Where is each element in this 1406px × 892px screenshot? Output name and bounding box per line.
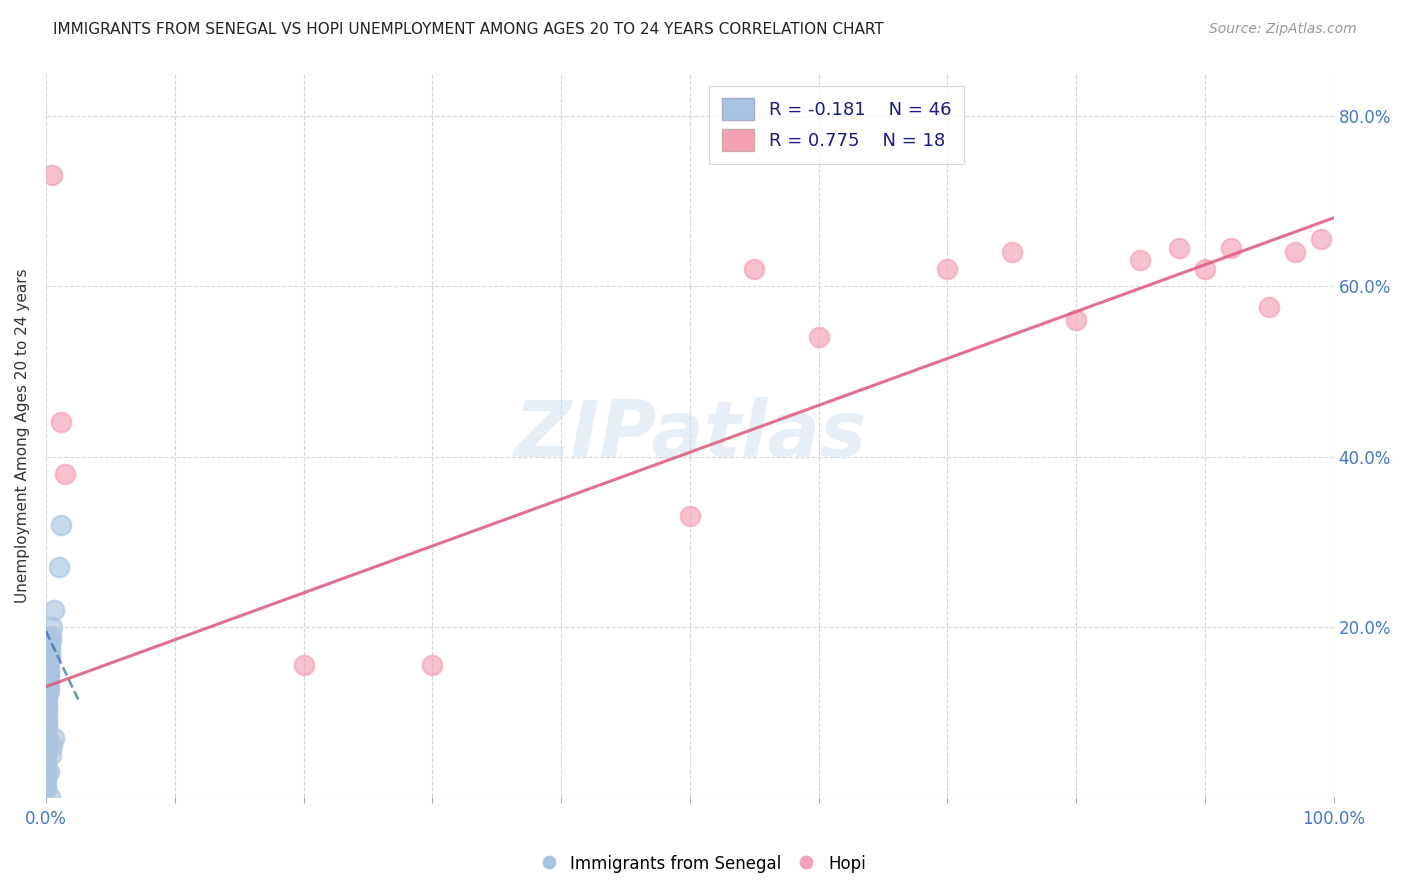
Point xyxy=(38,649,60,664)
Point xyxy=(35,752,58,766)
Legend: R = -0.181    N = 46, R = 0.775    N = 18: R = -0.181 N = 46, R = 0.775 N = 18 xyxy=(710,86,965,164)
Point xyxy=(48,560,70,574)
Point xyxy=(1001,244,1024,259)
Text: IMMIGRANTS FROM SENEGAL VS HOPI UNEMPLOYMENT AMONG AGES 20 TO 24 YEARS CORRELATI: IMMIGRANTS FROM SENEGAL VS HOPI UNEMPLOY… xyxy=(53,22,884,37)
Point xyxy=(35,769,58,783)
Point xyxy=(39,628,62,642)
Point xyxy=(1129,253,1152,268)
Point xyxy=(35,764,58,779)
Point xyxy=(37,714,59,728)
Point xyxy=(42,731,65,745)
Point xyxy=(936,262,959,277)
Point xyxy=(39,632,62,647)
Point xyxy=(37,735,59,749)
Point xyxy=(1168,241,1191,255)
Point xyxy=(37,718,59,732)
Point xyxy=(38,790,60,805)
Point xyxy=(35,781,58,796)
Point xyxy=(37,723,59,737)
Point xyxy=(35,756,58,771)
Point xyxy=(35,773,58,788)
Point xyxy=(37,688,59,702)
Point xyxy=(37,692,59,706)
Point xyxy=(38,654,60,668)
Point xyxy=(1219,241,1241,255)
Point xyxy=(679,509,702,524)
Point xyxy=(38,663,60,677)
Point xyxy=(37,705,59,719)
Point xyxy=(1194,262,1216,277)
Point xyxy=(1309,232,1331,246)
Point xyxy=(38,764,60,779)
Point xyxy=(41,739,63,754)
Point xyxy=(38,671,60,685)
Point xyxy=(38,680,60,694)
Point xyxy=(292,658,315,673)
Point xyxy=(37,697,59,711)
Point xyxy=(35,778,58,792)
Point xyxy=(35,761,58,775)
Point xyxy=(41,168,63,182)
Point xyxy=(38,637,60,651)
Point xyxy=(1064,313,1087,327)
Point xyxy=(38,641,60,656)
Point xyxy=(51,517,73,532)
Point xyxy=(35,743,58,757)
Point xyxy=(38,658,60,673)
Point xyxy=(35,747,58,762)
Text: Source: ZipAtlas.com: Source: ZipAtlas.com xyxy=(1209,22,1357,37)
Point xyxy=(1284,244,1306,259)
Point xyxy=(53,467,76,481)
Point xyxy=(37,709,59,723)
Legend: Immigrants from Senegal, Hopi: Immigrants from Senegal, Hopi xyxy=(533,848,873,880)
Point xyxy=(42,603,65,617)
Point xyxy=(37,701,59,715)
Point xyxy=(38,646,60,660)
Point xyxy=(38,675,60,690)
Text: ZIPatlas: ZIPatlas xyxy=(513,397,866,474)
Point xyxy=(37,739,59,754)
Point xyxy=(37,731,59,745)
Point xyxy=(1258,301,1281,315)
Point xyxy=(51,416,73,430)
Y-axis label: Unemployment Among Ages 20 to 24 years: Unemployment Among Ages 20 to 24 years xyxy=(15,268,30,602)
Point xyxy=(37,726,59,740)
Point xyxy=(38,666,60,681)
Point xyxy=(38,684,60,698)
Point xyxy=(420,658,443,673)
Point xyxy=(742,262,765,277)
Point xyxy=(41,620,63,634)
Point xyxy=(807,330,830,344)
Point xyxy=(39,747,62,762)
